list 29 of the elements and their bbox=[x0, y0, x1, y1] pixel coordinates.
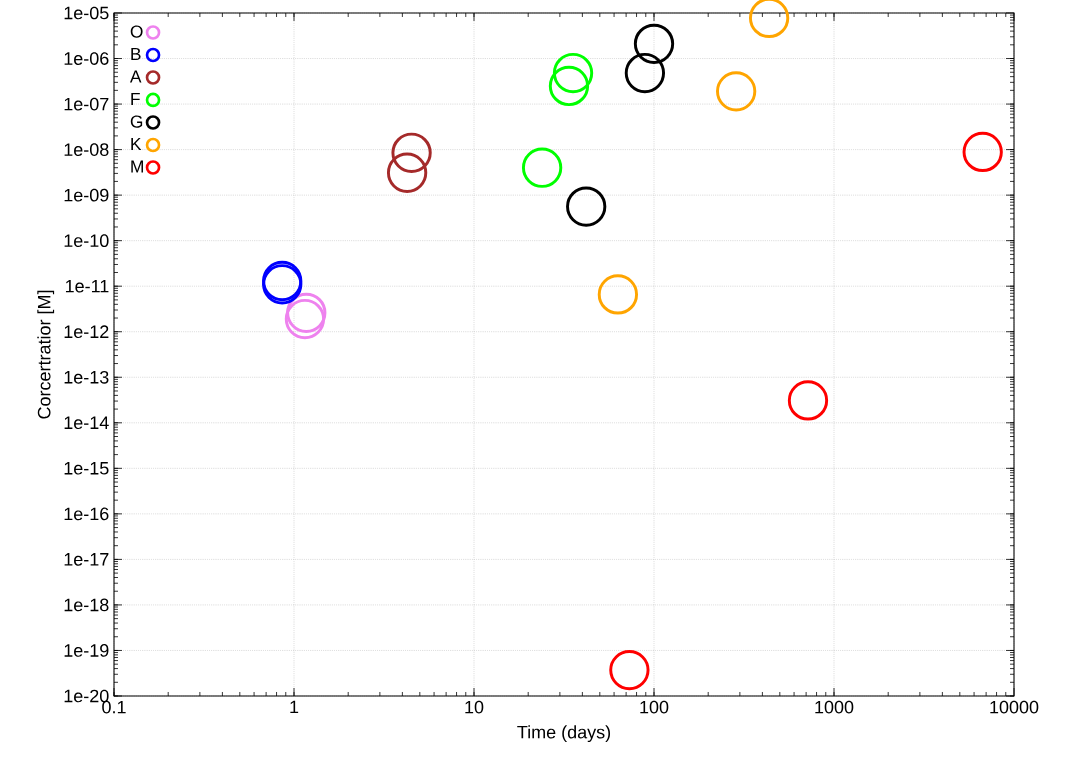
x-tick-label: 10000 bbox=[990, 700, 1039, 714]
y-tick-label: 1e-12 bbox=[64, 325, 109, 339]
legend-label: F bbox=[131, 92, 140, 105]
x-tick-label: 100 bbox=[640, 700, 669, 714]
x-tick-label: 1000 bbox=[815, 700, 854, 714]
legend-label: M bbox=[131, 160, 143, 173]
y-tick-label: 1e-05 bbox=[64, 6, 109, 20]
y-tick-label: 1e-14 bbox=[64, 416, 109, 430]
y-tick-label: 1e-19 bbox=[64, 644, 109, 657]
y-tick-label: 1e-13 bbox=[64, 370, 109, 384]
legend-label: G bbox=[130, 115, 143, 128]
x-tick-label: 10 bbox=[465, 700, 484, 714]
y-tick-label: 1e-09 bbox=[64, 188, 109, 202]
y-tick-label: 1e-10 bbox=[64, 234, 109, 248]
y-tick-label: 1e-07 bbox=[64, 97, 109, 111]
legend-label: B bbox=[131, 48, 141, 60]
legend-label: A bbox=[129, 70, 142, 83]
legend-label: K bbox=[131, 138, 142, 150]
y-tick-label: 1e-11 bbox=[65, 279, 109, 293]
y-tick-label: 1e-15 bbox=[64, 462, 109, 475]
y-tick-label: 1e-18 bbox=[64, 598, 109, 612]
y-axis-title: Corcertratior [M] bbox=[37, 290, 55, 419]
x-axis-title: Time (days) bbox=[517, 725, 611, 743]
y-tick-label: 1e-06 bbox=[64, 52, 109, 65]
y-tick-label: 1e-08 bbox=[64, 143, 109, 156]
y-tick-label: 1e-16 bbox=[64, 507, 109, 521]
y-tick-label: 1e-17 bbox=[64, 553, 109, 566]
legend-label: O bbox=[130, 25, 143, 38]
x-tick-label: 1 bbox=[290, 700, 299, 714]
